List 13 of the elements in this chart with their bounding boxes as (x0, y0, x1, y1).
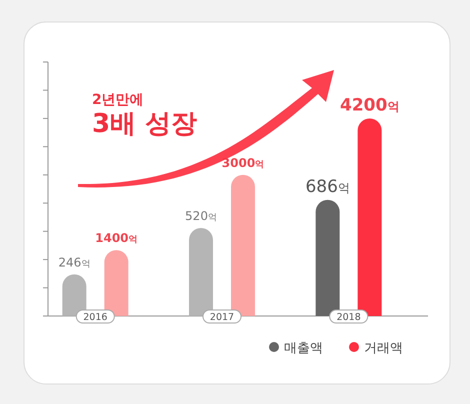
data-label: 4200억 (340, 95, 400, 116)
x-tick-label: 2016 (83, 312, 108, 323)
data-label: 686억 (305, 176, 350, 197)
data-label: 520억 (185, 208, 217, 223)
annotation: 2년만에 (92, 92, 144, 108)
annotation: 3배 성장 (92, 109, 198, 139)
data-label: 3000억 (222, 156, 264, 170)
x-tick-label: 2018 (336, 312, 361, 323)
x-tick-label: 2017 (210, 312, 234, 323)
data-label: 246억 (58, 255, 90, 270)
legend-label: 거래액 (364, 341, 403, 356)
data-label: 1400억 (95, 231, 138, 246)
legend-label: 매출액 (284, 341, 323, 356)
